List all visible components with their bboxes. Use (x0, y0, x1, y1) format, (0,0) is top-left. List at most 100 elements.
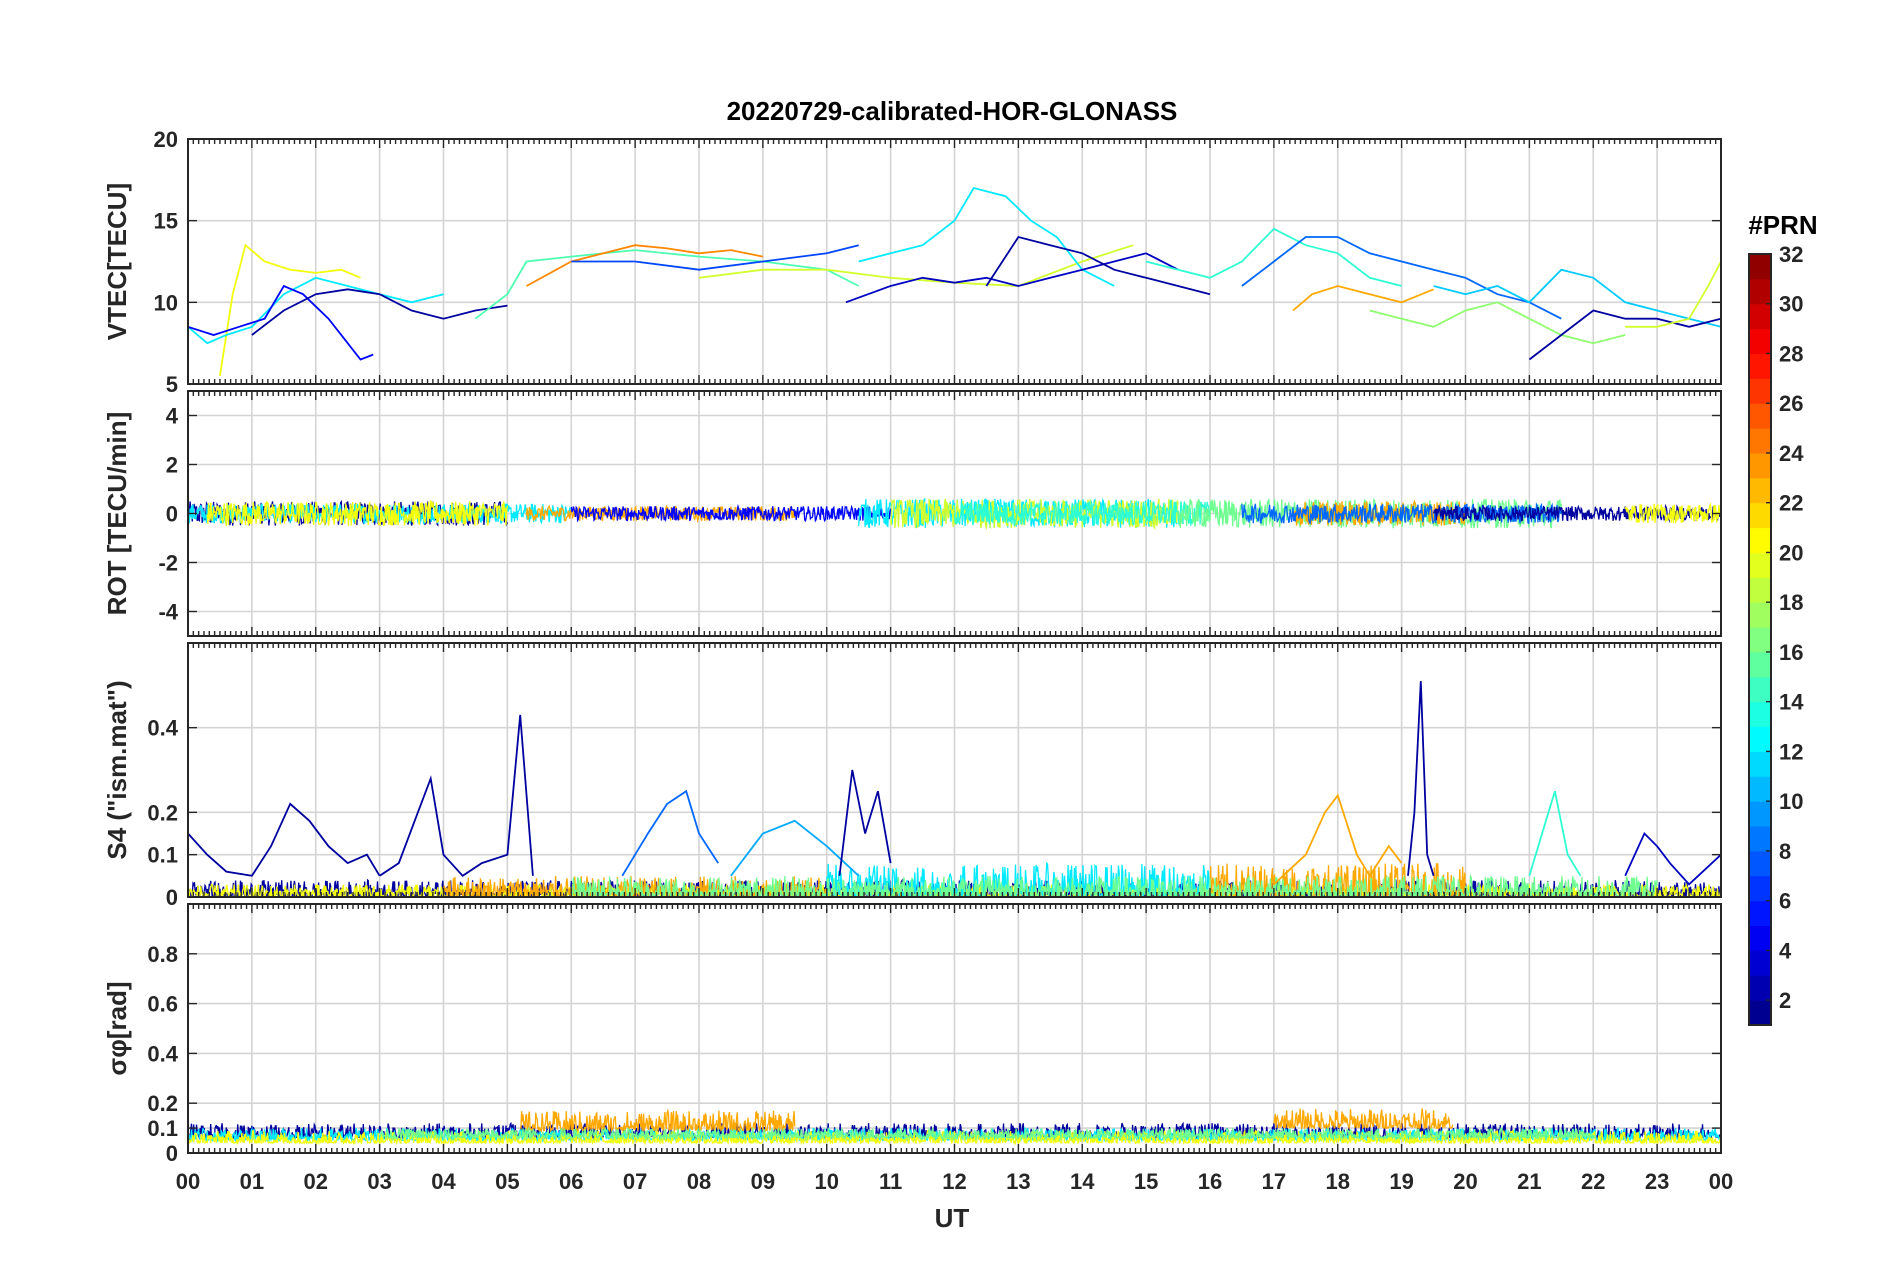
series-line-prn-20 (219, 243, 361, 376)
y-tick-label: -4 (158, 600, 178, 625)
colorbar-tick-label: 28 (1779, 341, 1803, 366)
series-line-prn-14 (1145, 227, 1402, 287)
x-tick-label: 05 (495, 1169, 519, 1194)
colorbar-swatch (1749, 527, 1771, 553)
colorbar-swatch (1749, 925, 1771, 951)
series-line-prn-8 (1241, 502, 1562, 525)
colorbar-swatch (1749, 900, 1771, 927)
series-line-prn-23 (1292, 499, 1467, 527)
series-line-prn-10 (730, 819, 860, 877)
colorbar-swatch (1749, 701, 1771, 728)
y-tick-label: 0.4 (147, 1041, 178, 1066)
x-tick-label: 13 (1006, 1169, 1030, 1194)
colorbar-tick-label: 6 (1779, 889, 1791, 914)
series-line-prn-23 (1273, 793, 1403, 885)
series-line-prn-2 (1407, 681, 1435, 877)
colorbar-swatch (1749, 751, 1771, 777)
y-tick-label: 20 (154, 127, 178, 152)
panel-2: -4 -2 0 2 4 ROT [TECU/min] (102, 390, 1722, 637)
y-tick-label: 5 (166, 372, 178, 397)
colorbar-swatch (1749, 950, 1771, 976)
colorbar-frame (1748, 253, 1772, 1026)
series-line-prn-8 (621, 789, 719, 877)
x-tick-label: 11 (879, 1169, 902, 1194)
x-tick-label: 23 (1645, 1169, 1669, 1194)
y-axis-title: S4 ("ism.mat") (102, 680, 132, 859)
colorbar-swatch (1749, 826, 1771, 852)
y-axis-title: ROT [TECU/min] (102, 412, 132, 616)
x-tick-label: 20 (1453, 1169, 1477, 1194)
y-tick-label: 0 (166, 1141, 178, 1166)
series-line-prn-20 (188, 1128, 1721, 1146)
panel-4: 00.10.2 0.4 0.6 0.8 σφ[rad] (102, 903, 1722, 1166)
colorbar-swatch (1749, 602, 1771, 628)
colorbar-tick-label: 12 (1779, 739, 1803, 764)
x-tick-label: 21 (1517, 1169, 1541, 1194)
x-tick-label: 15 (1134, 1169, 1158, 1194)
y-tick-label: 4 (166, 404, 179, 429)
y-tick-label: 15 (154, 209, 178, 234)
colorbar-swatch (1749, 577, 1771, 603)
colorbar-swatch (1749, 502, 1771, 529)
series-line-prn-11 (1433, 268, 1721, 328)
colorbar-tick-label: 26 (1779, 391, 1803, 416)
y-tick-label: -2 (158, 551, 178, 576)
x-tick-label: 18 (1326, 1169, 1350, 1194)
figure-title: 20220729-calibrated-HOR-GLONASS (727, 96, 1178, 126)
series-line-prn-7 (571, 244, 859, 271)
colorbar-swatch (1749, 353, 1771, 379)
y-axis-title: VTEC[TECU] (102, 183, 132, 340)
colorbar-title: #PRN (1748, 210, 1817, 240)
colorbar-tick-label: 10 (1779, 789, 1803, 814)
y-tick-label: 10 (154, 290, 178, 315)
x-tick-label: 14 (1070, 1169, 1095, 1194)
series-line-prn-15 (474, 249, 860, 320)
x-tick-label: 02 (304, 1169, 328, 1194)
series-line-prn-2 (1528, 309, 1721, 361)
colorbar-tick-label: 8 (1779, 839, 1791, 864)
series-line-prn-14 (1528, 790, 1582, 877)
x-tick-label: 00 (176, 1169, 200, 1194)
series-line-prn-19 (698, 244, 1134, 287)
series-line-prn-2 (838, 769, 892, 876)
colorbar-swatch (1749, 1000, 1771, 1026)
series-group (188, 186, 1721, 376)
x-tick-label: 22 (1581, 1169, 1605, 1194)
colorbar-swatch (1749, 452, 1771, 479)
colorbar-tick-label: 32 (1779, 242, 1803, 267)
y-tick-label: 2 (166, 453, 178, 478)
y-tick-label: 0.2 (147, 1091, 178, 1116)
x-tick-label: 19 (1389, 1169, 1413, 1194)
series-line-prn-8 (1241, 236, 1562, 320)
colorbar-swatch (1749, 328, 1771, 354)
series-line-prn-20 (1624, 502, 1721, 524)
x-tick-label: 16 (1198, 1169, 1222, 1194)
x-tick-label: 00 (1709, 1169, 1733, 1194)
y-tick-label: 0 (166, 885, 178, 910)
y-tick-label: 0.6 (147, 992, 178, 1017)
series-line-prn-16 (379, 1126, 1594, 1141)
colorbar-swatch (1749, 627, 1771, 653)
x-tick-label: 06 (559, 1169, 583, 1194)
colorbar-swatch (1749, 428, 1771, 454)
series-line-prn-2 (188, 802, 381, 877)
x-tick-label: 17 (1262, 1169, 1286, 1194)
colorbar-tick-label: 2 (1779, 988, 1791, 1013)
panel-3: 0 0.1 0.2 0.4 S4 ("ism.mat") (102, 642, 1722, 910)
colorbar-swatch (1749, 726, 1771, 752)
colorbar-swatch (1749, 254, 1771, 280)
x-tick-label: 10 (815, 1169, 839, 1194)
x-tick-label: 07 (623, 1169, 647, 1194)
y-axis-title: σφ[rad] (102, 981, 132, 1075)
x-tick-label: 03 (367, 1169, 391, 1194)
colorbar-swatch (1749, 651, 1771, 678)
series-group (188, 497, 1721, 531)
series-line-prn-17 (1369, 301, 1626, 345)
y-tick-label: 0 (166, 502, 178, 527)
colorbar-tick-label: 16 (1779, 640, 1803, 665)
y-tick-label: 0.8 (147, 942, 178, 967)
series-line-prn-23 (1292, 285, 1434, 312)
